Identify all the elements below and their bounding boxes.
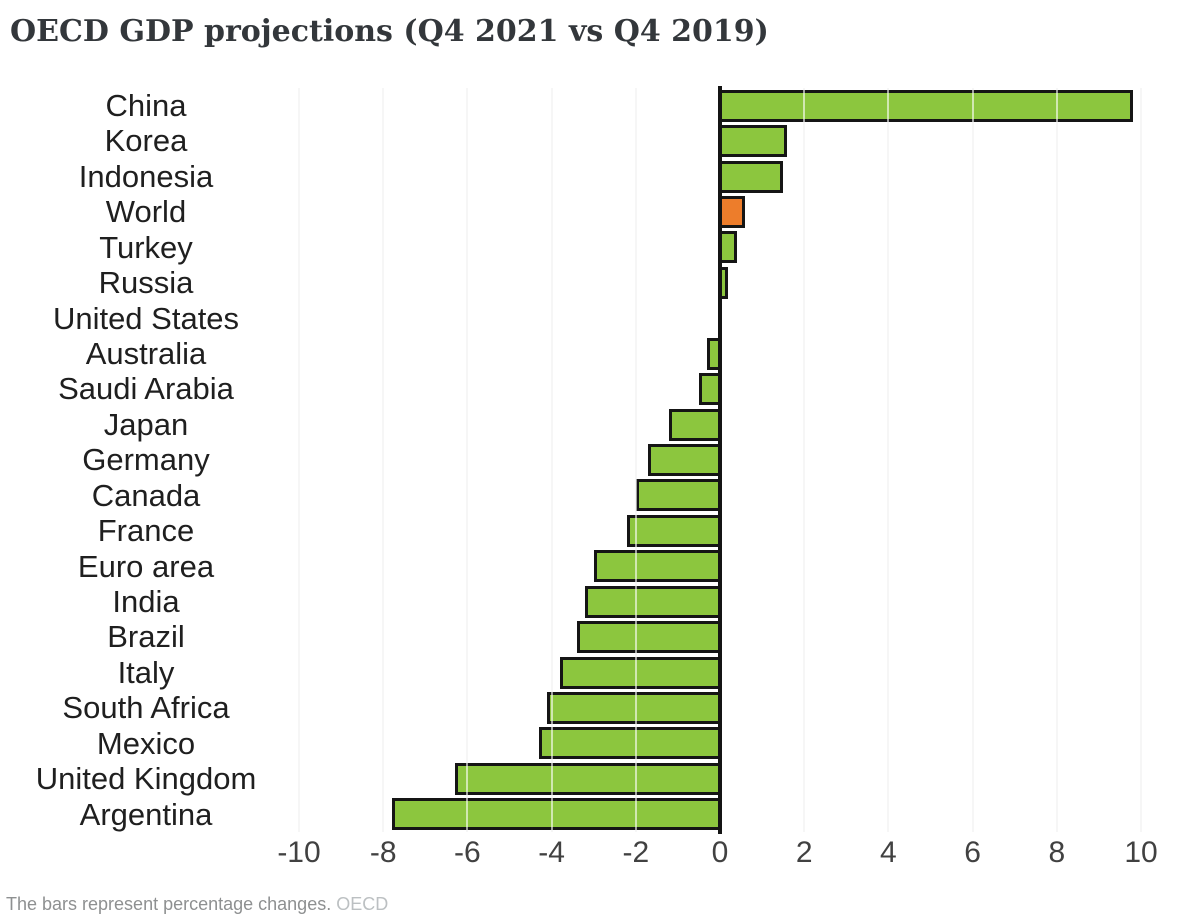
bar-brazil bbox=[576, 621, 722, 654]
gridline-overlay bbox=[803, 88, 806, 832]
gridline-overlay bbox=[634, 88, 637, 832]
category-label: India bbox=[112, 584, 180, 619]
category-label: China bbox=[105, 88, 187, 123]
gridline-overlay bbox=[1140, 88, 1142, 832]
x-tick-label: 8 bbox=[1048, 836, 1066, 869]
bar-world bbox=[718, 196, 746, 228]
category-label: Indonesia bbox=[78, 158, 214, 194]
bar-canada bbox=[635, 479, 722, 512]
gridline-overlay bbox=[382, 88, 385, 832]
category-label: Canada bbox=[91, 477, 201, 513]
bar-argentina bbox=[391, 798, 722, 831]
gridline-overlay bbox=[298, 88, 300, 832]
x-tick-label: -4 bbox=[538, 836, 565, 869]
category-label: Korea bbox=[104, 123, 188, 159]
category-label: Russia bbox=[98, 265, 194, 301]
category-label: Germany bbox=[82, 442, 210, 478]
category-label: Brazil bbox=[107, 619, 185, 655]
gridline-overlay bbox=[550, 88, 553, 832]
category-label: United States bbox=[52, 300, 240, 336]
gridline-overlay bbox=[887, 88, 890, 832]
category-label: Australia bbox=[85, 336, 207, 371]
plot-area bbox=[298, 86, 1142, 834]
category-label: World bbox=[105, 194, 187, 230]
x-tick-label: 2 bbox=[795, 836, 813, 869]
category-label: Argentina bbox=[79, 796, 213, 832]
x-tick-label: 0 bbox=[711, 836, 729, 869]
category-label: Mexico bbox=[96, 725, 196, 761]
bar-japan bbox=[669, 408, 722, 441]
x-axis: -10 -8 -6 -4 -2 0 2 4 6 8 10 bbox=[277, 836, 1157, 878]
zero-axis-line bbox=[718, 86, 722, 834]
bar-united-kingdom bbox=[454, 762, 722, 795]
page-title: OECD GDP projections (Q4 2021 vs Q4 2019… bbox=[10, 14, 769, 49]
footnote-text: The bars represent percentage changes. bbox=[6, 894, 332, 914]
x-tick-label: 10 bbox=[1124, 836, 1158, 869]
bar-mexico bbox=[538, 727, 722, 760]
category-label: Saudi Arabia bbox=[58, 371, 234, 407]
bar-indonesia bbox=[718, 160, 784, 193]
category-label: Japan bbox=[103, 406, 189, 442]
bar-france bbox=[627, 514, 722, 547]
bar-china bbox=[718, 89, 1133, 122]
label-column: China Korea Indonesia World Turkey Russia Unit… bbox=[0, 88, 292, 832]
gridline-overlay bbox=[466, 88, 469, 832]
footnote: The bars represent percentage changes. O… bbox=[6, 894, 388, 915]
category-label: Italy bbox=[117, 654, 175, 690]
bar-germany bbox=[648, 444, 722, 476]
category-label: Turkey bbox=[99, 229, 193, 265]
bar-india bbox=[585, 585, 722, 618]
category-label: South Africa bbox=[62, 690, 230, 726]
gridline-overlay bbox=[971, 88, 974, 832]
x-tick-label: -8 bbox=[369, 836, 397, 869]
bar-italy bbox=[560, 656, 722, 689]
category-label: United Kingdom bbox=[35, 761, 257, 797]
bar-korea bbox=[718, 125, 788, 158]
source-label: OECD bbox=[336, 894, 389, 914]
category-label: France bbox=[97, 513, 195, 549]
category-label: Euro area bbox=[77, 548, 215, 584]
x-tick-label: -10 bbox=[277, 836, 321, 869]
x-tick-label: 6 bbox=[964, 836, 981, 869]
x-tick-label: 4 bbox=[880, 836, 897, 869]
bar-euro-area bbox=[593, 550, 722, 583]
x-tick-label: -6 bbox=[454, 836, 481, 869]
gridline-overlay bbox=[1055, 88, 1058, 832]
x-tick-label: -2 bbox=[622, 836, 650, 869]
